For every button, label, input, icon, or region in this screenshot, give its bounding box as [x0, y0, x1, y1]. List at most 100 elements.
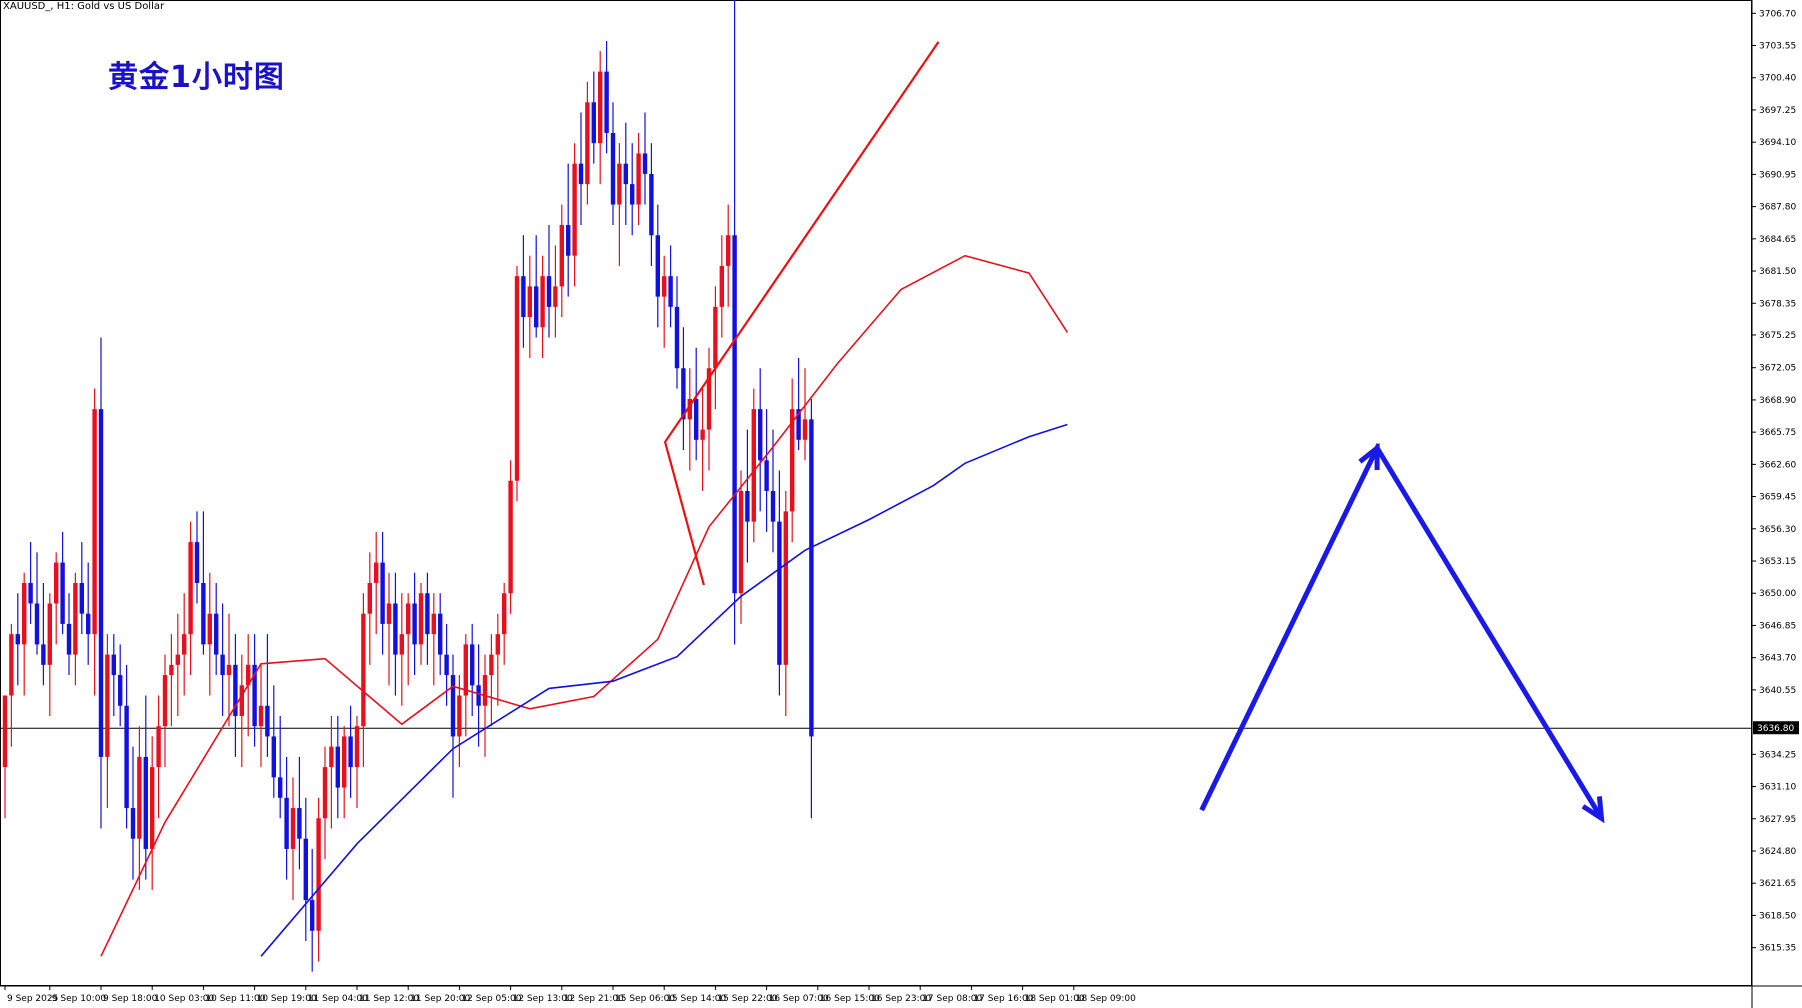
- candle-body: [655, 235, 660, 297]
- candle-body: [73, 583, 78, 655]
- candle-body: [361, 613, 366, 727]
- candle-body: [751, 409, 756, 522]
- candle-body: [610, 132, 616, 205]
- candle-body: [476, 685, 481, 706]
- candle-body: [662, 276, 667, 297]
- candle-body: [233, 664, 238, 716]
- y-tick-label: 3643.70: [1759, 654, 1796, 664]
- candle-body: [118, 675, 123, 706]
- candle-body: [732, 235, 737, 594]
- candle-body: [34, 603, 40, 645]
- candle-body: [182, 634, 187, 655]
- candle-body: [258, 705, 264, 727]
- candle-body: [508, 480, 513, 594]
- candle-body: [783, 511, 788, 665]
- candle-body: [642, 153, 648, 174]
- candle-body: [348, 736, 353, 768]
- candle-body: [546, 276, 552, 307]
- x-tick-label: 11 Sep 20:00: [410, 994, 470, 1004]
- candle-body: [623, 163, 628, 185]
- y-tick-label: 3618.50: [1759, 911, 1796, 921]
- candle-body: [578, 163, 584, 185]
- y-tick-label: 3700.40: [1759, 74, 1796, 84]
- candle-body: [156, 726, 161, 768]
- y-tick-label: 3646.85: [1759, 621, 1796, 631]
- candle-body: [674, 306, 680, 369]
- candle-body: [796, 409, 801, 440]
- candle-body: [322, 767, 328, 819]
- candle-body: [111, 654, 116, 676]
- candle-body: [489, 654, 494, 676]
- candle-body: [495, 634, 500, 655]
- candle-body: [450, 675, 456, 737]
- candle-body: [406, 603, 411, 635]
- candle-body: [28, 583, 33, 604]
- candle-body: [630, 184, 635, 205]
- candle-body: [617, 163, 622, 205]
- candle-body: [559, 225, 564, 287]
- y-tick-label: 3653.15: [1759, 557, 1796, 567]
- x-tick-label: 11 Sep 12:00: [359, 994, 419, 1004]
- candle-body: [150, 767, 155, 849]
- y-tick-label: 3675.25: [1759, 331, 1796, 341]
- x-tick-label: 11 Sep 04:00: [308, 994, 368, 1004]
- candle-body: [137, 756, 142, 839]
- candle-body: [777, 521, 782, 665]
- y-tick-label: 3684.65: [1759, 235, 1796, 245]
- y-tick-label: 3697.25: [1759, 106, 1796, 116]
- x-tick-label: 16 Sep 07:00: [769, 994, 829, 1004]
- candle-body: [431, 613, 436, 635]
- y-tick-label: 3706.70: [1759, 9, 1796, 19]
- candle-body: [758, 409, 763, 461]
- x-tick-label: 12 Sep 21:00: [564, 994, 624, 1004]
- candle-body: [316, 818, 321, 931]
- x-tick-label: 18 Sep 09:00: [1076, 994, 1136, 1004]
- candle-body: [310, 900, 315, 931]
- candle-body: [143, 756, 148, 849]
- candle-body: [470, 644, 475, 686]
- candle-body: [553, 286, 558, 307]
- x-tick-label: 10 Sep 11:00: [205, 994, 265, 1004]
- candle-body: [175, 654, 180, 665]
- candle-body: [681, 368, 686, 420]
- candle-body: [393, 603, 398, 655]
- y-tick-label: 3665.75: [1759, 428, 1796, 438]
- x-tick-label: 10 Sep 03:00: [154, 994, 214, 1004]
- x-tick-label: 9 Sep 18:00: [103, 994, 158, 1004]
- candle-body: [92, 409, 97, 635]
- ma-slow-line: [260, 423, 1068, 957]
- y-tick-label: 3656.30: [1759, 525, 1796, 535]
- arrow-head-down: [1581, 796, 1605, 824]
- candle-body: [636, 153, 641, 205]
- y-tick-label: 3624.80: [1759, 847, 1796, 857]
- candle-body: [527, 286, 532, 318]
- candle-body: [354, 726, 360, 768]
- candle-body: [220, 654, 225, 676]
- candle-body: [482, 675, 488, 706]
- candle-body: [687, 398, 692, 420]
- candle-body: [700, 429, 705, 440]
- y-tick-label: 3662.60: [1759, 460, 1796, 470]
- candle-body: [649, 173, 654, 236]
- current-price-tag: [1753, 721, 1799, 735]
- x-tick-label: 12 Sep 05:00: [461, 994, 521, 1004]
- forecast-arrow-path: [1199, 442, 1604, 820]
- candle-body: [809, 419, 814, 737]
- x-tick-label: 9 Sep 2025: [7, 994, 58, 1004]
- x-tick-label: 18 Sep 01:00: [1025, 994, 1085, 1004]
- candle-body: [66, 623, 72, 655]
- candle-body: [713, 306, 718, 369]
- candle-body: [329, 746, 334, 768]
- current-price-label: 3636.80: [1757, 724, 1794, 734]
- candle-body: [598, 71, 603, 144]
- candle-body: [738, 490, 744, 594]
- y-tick-label: 3681.50: [1759, 267, 1796, 277]
- x-tick-label: 15 Sep 14:00: [666, 994, 726, 1004]
- candle-body: [47, 603, 52, 665]
- x-tick-label: 10 Sep 19:00: [257, 994, 317, 1004]
- candle-body: [342, 736, 347, 788]
- x-tick-label: 16 Sep 23:00: [871, 994, 931, 1004]
- y-tick-label: 3690.95: [1759, 170, 1796, 180]
